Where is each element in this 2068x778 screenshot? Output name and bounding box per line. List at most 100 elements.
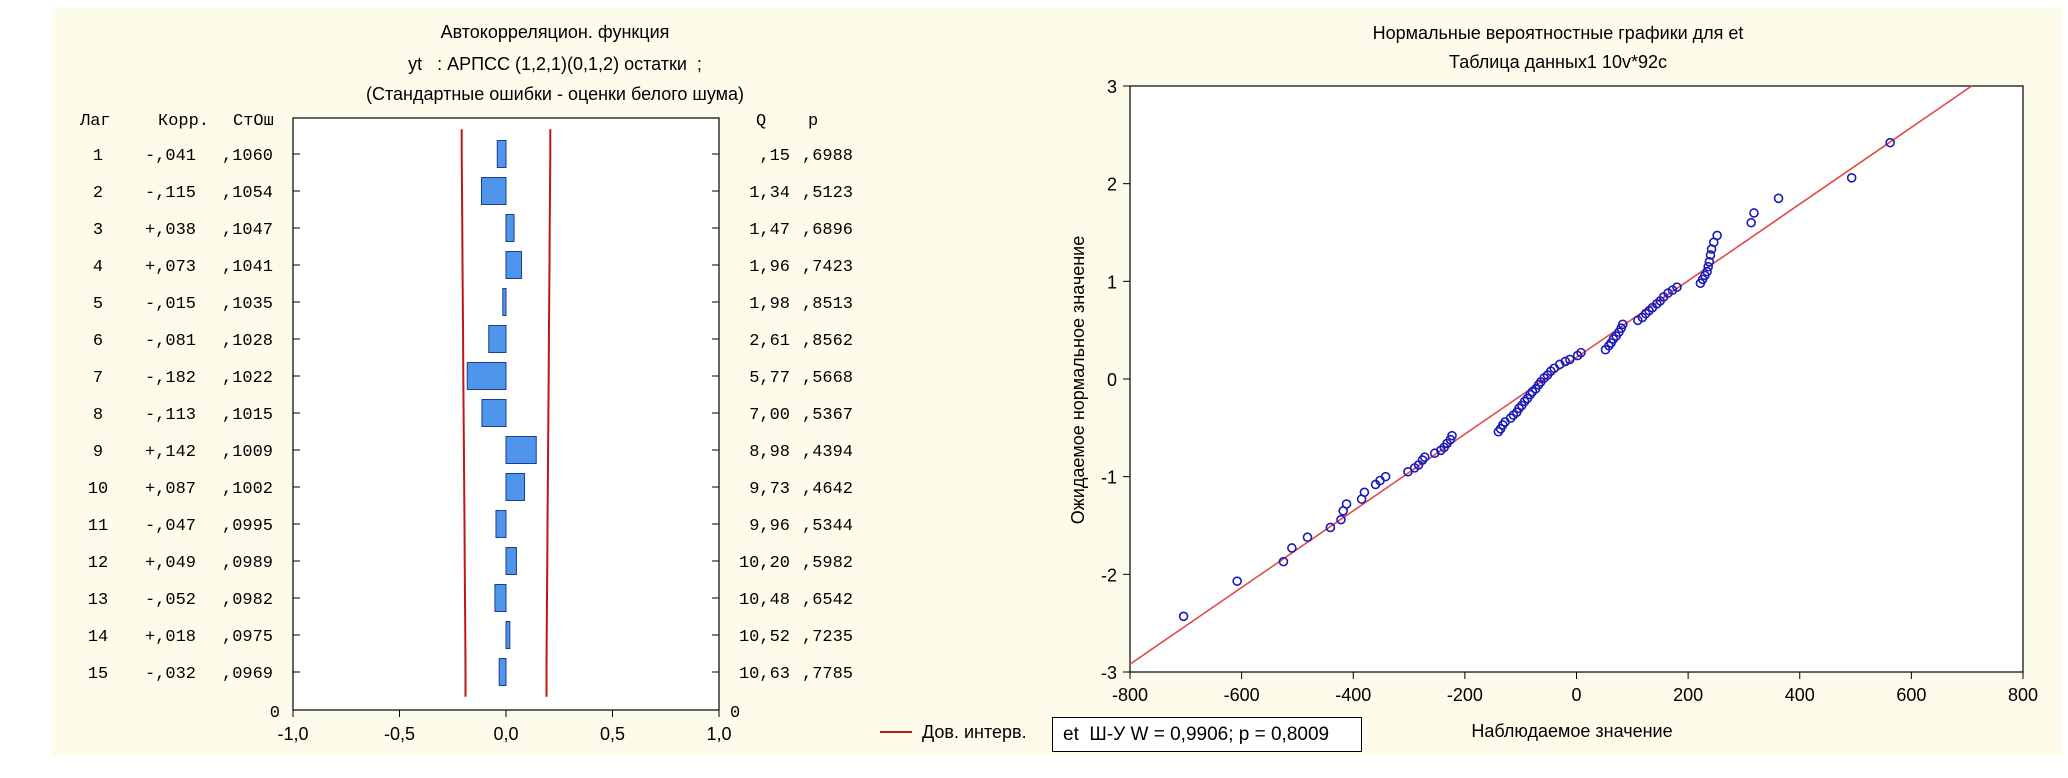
acf-se-label: ,0989 [222,554,273,573]
acf-x-tick-label: 0,0 [493,724,518,744]
npp-point [1341,499,1352,509]
acf-se-label: ,1015 [222,406,273,425]
acf-q-label: 7,00 [749,406,790,425]
acf-se-label: ,1060 [222,147,273,166]
npp-y-tick-label: 3 [1107,77,1117,97]
acf-se-label: ,1054 [222,184,273,203]
acf-bar-lag-7 [466,362,507,390]
acf-corr-label: -,047 [145,517,196,536]
acf-p-label: ,8513 [802,295,853,314]
npp-y-tick-label: 2 [1107,175,1117,195]
npp-x-axis-label: Наблюдаемое значение [1471,721,1672,741]
acf-bar-lag-8 [481,399,507,427]
npp-y-tick-label: -2 [1101,565,1117,585]
acf-bar-lag-9 [505,436,537,464]
npp-point [1232,576,1242,586]
acf-corr-label: -,032 [145,665,196,684]
acf-corr-label: -,052 [145,591,196,610]
acf-header-corr: Корр. [158,112,209,131]
npp-point [1554,359,1565,370]
acf-lag-label: 8 [93,406,103,425]
acf-subtitle-2: (Стандартные ошибки - оценки белого шума… [366,84,744,104]
acf-corr-label: -,015 [145,295,196,314]
acf-p-label: ,6542 [802,591,853,610]
acf-q-label: 1,47 [749,221,790,240]
npp-point [1560,356,1571,367]
acf-q-label: ,15 [759,147,790,166]
acf-bar-lag-12 [505,547,517,575]
acf-q-label: 8,98 [749,443,790,462]
npp-point [1565,354,1575,365]
acf-se-label: ,1002 [222,480,273,499]
npp-plot-area [1129,85,2024,673]
acf-se-label: ,1028 [222,332,273,351]
npp-point [1519,396,1530,407]
npp-y-tick-label: 1 [1107,272,1117,292]
acf-se-label: ,1009 [222,443,273,462]
acf-se-label: ,1035 [222,295,273,314]
acf-lag-label: 10 [88,480,108,499]
npp-point [1703,261,1714,272]
acf-bar-lag-14 [505,621,511,649]
npp-x-tick-label: -200 [1447,685,1483,705]
npp-point [1380,471,1391,482]
stats-text: Ш-У W = 0,9906; p = 0,8009 [1089,724,1330,745]
npp-point [1702,266,1712,277]
acf-bar-lag-4 [505,251,523,279]
npp-y-axis: -3 -2 -1 0 1 2 3 [1101,77,1130,683]
acf-header-lag: Лаг [79,112,111,131]
stats-variable: et [1063,724,1079,745]
acf-subtitle: yt : АРПСС (1,2,1)(0,1,2) остатки ; [408,54,702,74]
acf-q-label: 10,48 [739,591,790,610]
npp-point [1302,532,1313,543]
npp-x-tick-label: 0 [1571,685,1581,705]
acf-p-label: ,5982 [802,554,853,573]
npp-point [1178,611,1189,622]
acf-corr-label: +,142 [145,443,196,462]
acf-lag-label: 5 [93,295,103,314]
acf-se-label: ,1041 [222,258,273,277]
acf-q-label: 9,96 [749,517,790,536]
npp-x-tick-label: 200 [1673,685,1703,705]
acf-zero-label-left: 0 [270,704,280,723]
acf-ci-upper [545,129,552,697]
acf-corr-label: -,113 [145,406,196,425]
acf-p-label: ,6988 [802,147,853,166]
npp-point [1705,250,1716,260]
acf-q-label: 2,61 [749,332,790,351]
acf-x-tick-label: 1,0 [706,724,731,744]
acf-p-label: ,5668 [802,369,853,388]
acf-p-label: ,4642 [802,480,853,499]
acf-chart: Автокорреляцион. функция yt : АРПСС (1,2… [79,22,1027,744]
npp-point [1672,282,1682,292]
acf-x-tick-label: -0,5 [384,724,415,744]
acf-header-p: p [808,112,818,131]
acf-bar-lag-11 [495,510,507,538]
npp-point [1359,487,1370,498]
acf-header-se: СтОш [233,112,274,131]
acf-lag-label: 14 [88,628,108,647]
acf-header-q: Q [756,112,766,131]
npp-chart: Нормальные вероятностные графики для et … [1068,23,2038,741]
acf-se-label: ,0975 [222,628,273,647]
acf-lag-label: 7 [93,369,103,388]
acf-corr-label: +,073 [145,258,196,277]
acf-corr-label: +,087 [145,480,196,499]
acf-bar-lag-3 [505,214,515,242]
acf-zero-label-right: 0 [730,704,740,723]
npp-point [1712,230,1722,241]
normality-test-box: et Ш-У W = 0,9906; p = 0,8009 [1052,717,1362,752]
acf-rows: 1 -,041 ,1060 ,15 ,6988 2 -,115 ,1054 1,34 ,5123 3… [88,140,853,686]
acf-lag-label: 4 [93,258,103,277]
acf-bar-lag-13 [494,584,507,612]
acf-corr-label: -,115 [145,184,196,203]
acf-corr-label: +,038 [145,221,196,240]
acf-p-label: ,5123 [802,184,853,203]
npp-x-tick-label: -400 [1335,685,1371,705]
acf-q-label: 1,98 [749,295,790,314]
npp-x-tick-label: 600 [1896,685,1926,705]
acf-corr-label: -,041 [145,147,196,166]
acf-q-label: 1,34 [749,184,790,203]
acf-q-label: 10,52 [739,628,790,647]
